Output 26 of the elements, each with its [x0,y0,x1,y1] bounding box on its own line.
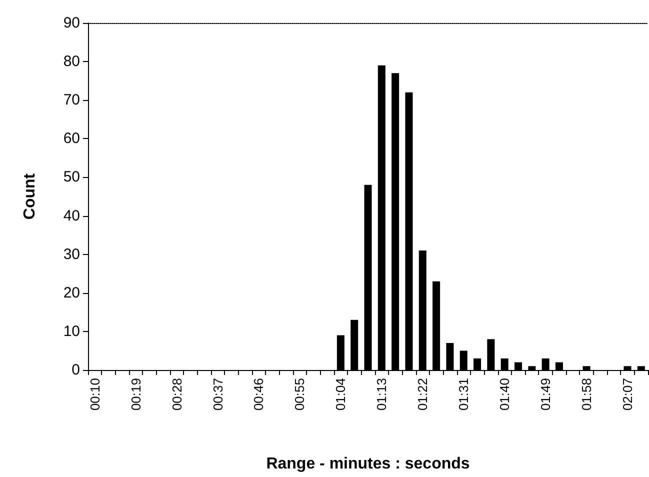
y-tick-label: 40 [63,207,80,224]
y-tick-label: 70 [63,92,80,109]
y-axis-title: Count [22,172,38,220]
x-tick-label: 00:19 [128,378,144,411]
x-tick-label: 01:31 [456,378,472,411]
y-tick-label: 30 [63,246,80,263]
y-tick-label: 20 [63,284,80,302]
x-tick-label: 00:46 [251,378,266,411]
x-tick-label: 00:10 [87,378,102,411]
y-tick-label: 50 [63,168,80,186]
y-tick-label: 0 [72,362,80,378]
y-tick-label: 60 [63,130,80,148]
x-tick-label: 00:28 [169,378,184,411]
x-tick-label: 01:04 [333,378,348,411]
y-tick-label: 80 [63,53,80,70]
x-tick-label: 02:07 [620,378,636,411]
x-axis-title: Range - minutes : seconds [266,456,470,472]
x-tick-label: 01:40 [497,378,512,411]
x-tick-label: 01:49 [538,378,554,411]
y-tick-label: 90 [63,14,80,32]
x-tick-label: 01:22 [415,378,430,411]
x-tick-label: 00:37 [210,378,226,411]
x-tick-label: 00:55 [292,378,308,411]
y-tick-label: 10 [63,322,80,340]
x-tick-label: 01:13 [374,378,390,411]
x-tick-label: 01:58 [579,378,594,411]
